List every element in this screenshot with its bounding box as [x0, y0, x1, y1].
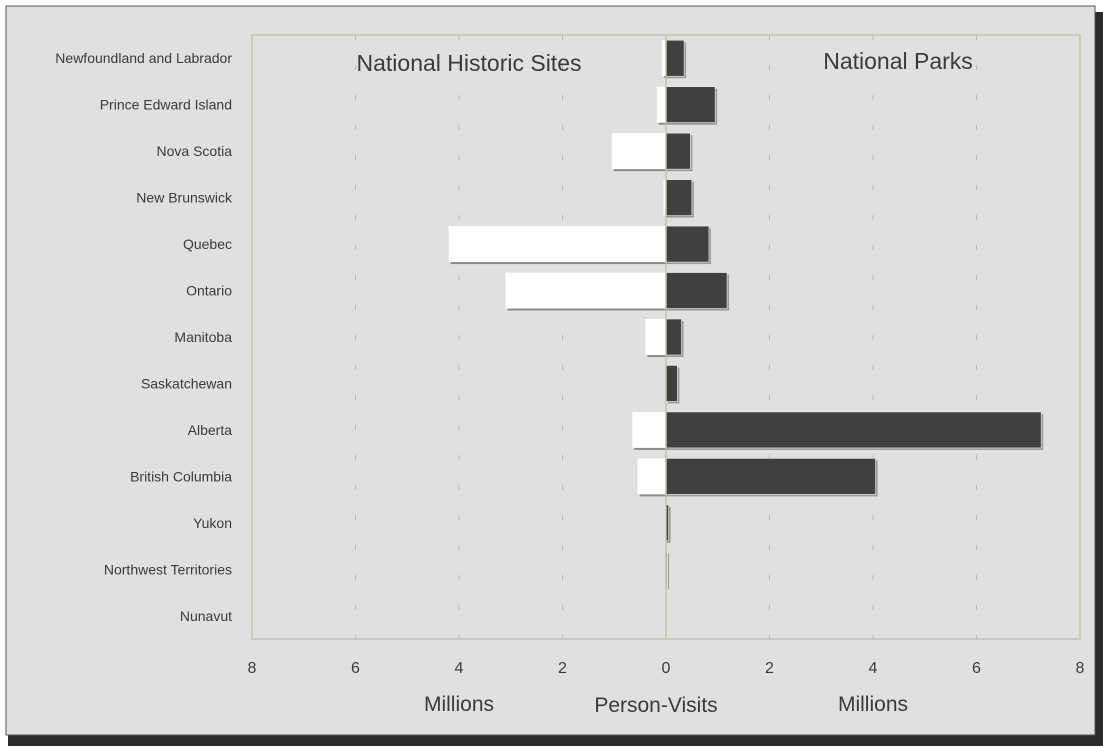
x-tick-label: 8: [1076, 660, 1085, 677]
bar-parks-manitoba: [665, 318, 682, 356]
bar-historic-british-columbia: [637, 458, 666, 495]
bar-shadow-parks-yukon: [668, 506, 671, 543]
bar-historic-manitoba: [645, 319, 666, 355]
bar-parks-nova-scotia: [665, 132, 691, 170]
bar-parks-newfoundland-and-labrador: [665, 39, 685, 77]
bar-historic-ontario: [505, 272, 666, 309]
bar-parks-ontario: [665, 272, 728, 309]
x-axis-label-right: Millions: [838, 693, 908, 716]
category-label: Manitoba: [174, 329, 232, 345]
x-tick-label: 6: [972, 660, 981, 677]
category-label: Northwest Territories: [104, 561, 232, 577]
x-tick-label: 4: [455, 660, 464, 677]
bar-shadow-parks-northwest-territories: [668, 553, 670, 590]
bar-parks-prince-edward-island: [665, 86, 716, 123]
x-tick-label: 2: [765, 660, 774, 677]
bar-historic-alberta: [632, 411, 666, 448]
category-label: Newfoundland and Labrador: [55, 50, 232, 66]
category-label: New Brunswick: [136, 190, 233, 206]
category-label: British Columbia: [130, 468, 232, 484]
frame-shadow-bottom: [8, 734, 1103, 746]
bar-historic-nova-scotia: [611, 133, 666, 170]
category-label: Alberta: [188, 422, 233, 438]
bar-parks-new-brunswick: [665, 179, 693, 216]
series-title-historic-sites: National Historic Sites: [357, 50, 582, 76]
x-axis-label-center: Person-Visits: [594, 694, 717, 717]
bars: [448, 39, 1044, 590]
category-label: Nova Scotia: [157, 143, 233, 159]
category-label: Quebec: [183, 236, 232, 252]
category-label: Nunavut: [180, 608, 232, 624]
x-tick-label: 6: [351, 660, 360, 677]
bar-parks-alberta: [665, 411, 1042, 449]
x-tick-label: 2: [558, 660, 567, 677]
bar-parks-british-columbia: [665, 458, 876, 495]
bar-historic-quebec: [448, 226, 666, 263]
series-title-national-parks: National Parks: [823, 48, 973, 74]
x-tick-label: 8: [248, 660, 257, 677]
bar-parks-saskatchewan: [665, 365, 678, 402]
x-axis-label-left: Millions: [424, 693, 494, 716]
bar-historic-newfoundland-and-labrador: [661, 40, 666, 77]
frame-shadow-right: [1094, 12, 1103, 746]
gridlines: [355, 35, 977, 639]
category-label: Prince Edward Island: [100, 97, 232, 113]
x-tick-label: 4: [869, 660, 878, 677]
x-tick-label: 0: [662, 660, 671, 677]
category-label: Saskatchewan: [141, 375, 232, 391]
x-tick-labels: 8 6 4 2 0 2 4 6 8: [248, 660, 1085, 677]
category-label: Ontario: [186, 283, 232, 299]
bar-historic-prince-edward-island: [656, 86, 666, 123]
bar-historic-new-brunswick: [663, 179, 666, 216]
category-labels: Newfoundland and Labrador Prince Edward I…: [55, 50, 233, 624]
bar-parks-quebec: [665, 225, 710, 263]
category-label: Yukon: [193, 515, 232, 531]
